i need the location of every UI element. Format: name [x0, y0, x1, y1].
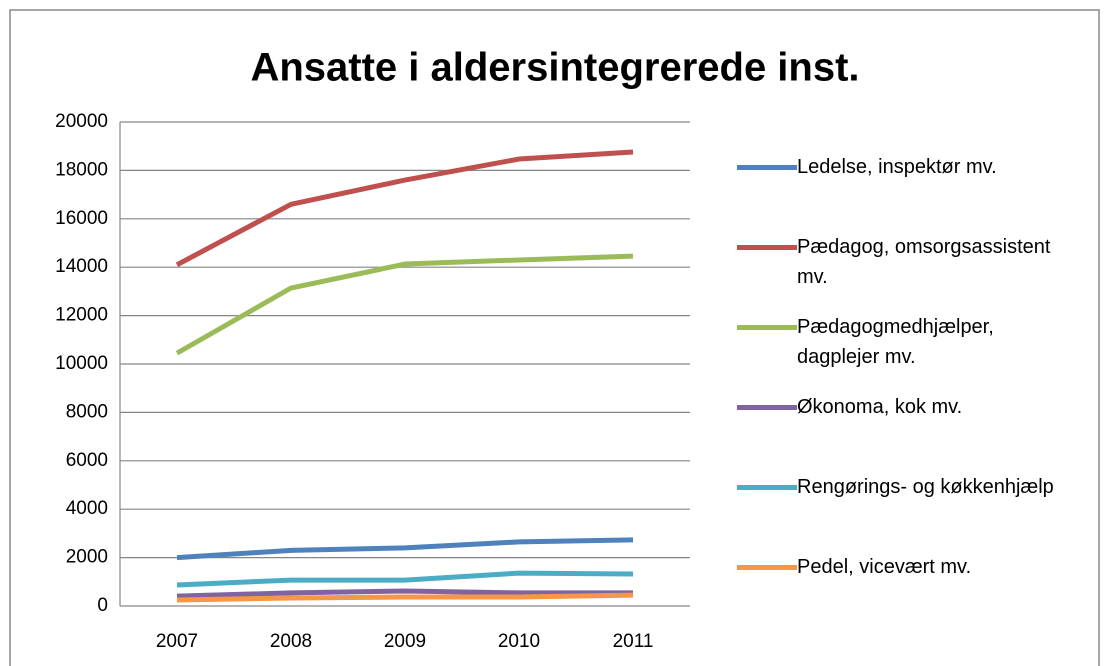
y-tick-label: 12000: [55, 305, 108, 326]
legend-label: Pædagog, omsorgsassistent mv.: [797, 236, 1051, 288]
legend-item: Pædagog, omsorgsassistent mv.: [737, 232, 1077, 292]
y-tick-label: 20000: [55, 111, 108, 132]
series-line: [176, 570, 634, 588]
legend-item: Rengørings- og køkkenhjælp: [737, 472, 1077, 502]
y-tick-label: 18000: [55, 159, 108, 180]
y-tick-label: 14000: [55, 256, 108, 277]
x-tick-label: 2009: [384, 631, 426, 652]
legend-item: Pædagogmedhjælper, dagplejer mv.: [737, 312, 1077, 372]
series-line: [176, 588, 633, 599]
legend-swatch: [737, 245, 797, 250]
y-tick-label: 6000: [66, 450, 108, 471]
legend-label: Rengørings- og køkkenhjælp: [797, 476, 1054, 498]
chart-frame: [9, 9, 1100, 666]
y-tick-label: 2000: [66, 547, 108, 568]
legend-swatch: [737, 405, 797, 410]
legend-label: Pedel, vicevært mv.: [797, 556, 972, 578]
chart-title: Ansatte i aldersintegrerede inst.: [250, 46, 859, 90]
x-tick-label: 2007: [156, 631, 198, 652]
series-line: [175, 149, 634, 267]
x-tick-label: 2008: [270, 631, 312, 652]
x-tick-label: 2010: [498, 631, 540, 652]
y-tick-label: 0: [97, 595, 108, 616]
legend-item: Ledelse, inspektør mv.: [737, 152, 1077, 182]
legend-swatch: [737, 325, 797, 330]
legend-label: Ledelse, inspektør mv.: [797, 156, 997, 178]
legend-item: Pedel, vicevært mv.: [737, 552, 1077, 582]
y-tick-label: 10000: [55, 353, 108, 374]
x-tick-label: 2011: [613, 631, 654, 652]
y-tick-label: 8000: [66, 401, 108, 422]
legend-label: Pædagogmedhjælper, dagplejer mv.: [797, 316, 994, 368]
legend-label: Økonoma, kok mv.: [797, 396, 963, 418]
legend-swatch: [737, 165, 797, 170]
legend-swatch: [737, 485, 797, 490]
series-line: [176, 592, 634, 603]
legend-swatch: [737, 565, 797, 570]
series-line: [175, 253, 634, 356]
y-tick-label: 4000: [66, 498, 108, 519]
series-line: [176, 537, 634, 561]
legend-item: Økonoma, kok mv.: [737, 392, 1077, 422]
y-tick-label: 16000: [55, 208, 108, 229]
